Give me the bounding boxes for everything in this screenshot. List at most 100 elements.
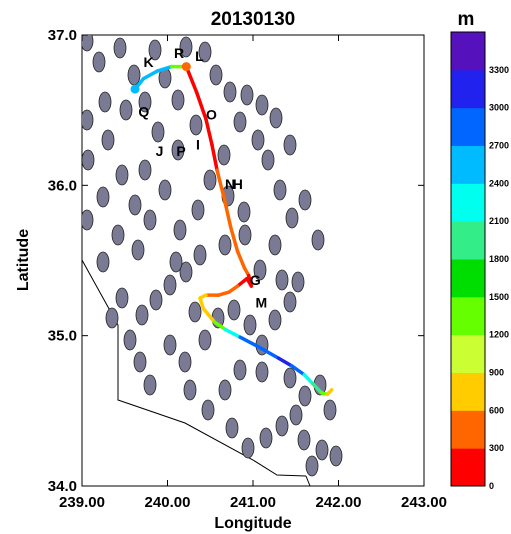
storm-cell-marker [243, 314, 257, 336]
storm-cell-marker [269, 107, 283, 129]
storm-cell-marker [223, 81, 237, 103]
colorbar-band [451, 183, 485, 222]
waypoint-label-h: H [233, 176, 243, 192]
storm-cell-marker [237, 201, 251, 223]
storm-cell-marker [315, 439, 329, 461]
storm-cell-marker [183, 379, 197, 401]
waypoint-label-k: K [144, 54, 154, 70]
storm-cell-marker [241, 437, 255, 459]
colorbar-band [451, 448, 485, 487]
storm-cell-marker [275, 269, 289, 291]
storm-cell-marker [297, 429, 311, 451]
x-axis-label: Longitude [214, 515, 291, 532]
storm-cell-marker [198, 329, 212, 351]
coastline [81, 259, 307, 477]
track-point-marker [130, 84, 140, 94]
colorbar-band [451, 32, 485, 71]
storm-cell-marker [255, 361, 269, 383]
colorbar-band [451, 221, 485, 260]
waypoint-label-g: G [250, 272, 261, 288]
colorbar-tick-label: 2700 [489, 141, 509, 151]
storm-cell-marker [82, 35, 94, 52]
colorbar-tick-label: 300 [489, 443, 504, 453]
storm-cell-marker [113, 37, 127, 59]
flight-track-segment [276, 356, 294, 368]
x-tick-label: 239.00 [59, 494, 105, 511]
storm-cell-marker [178, 351, 192, 373]
storm-cell-marker [179, 36, 193, 58]
state-boundary [305, 475, 311, 487]
track-point-marker [181, 62, 191, 72]
colorbar-tick-label: 2400 [489, 178, 509, 188]
colorbar-band [451, 69, 485, 109]
storm-cell-marker [135, 304, 149, 326]
flight-track-segment [217, 290, 231, 297]
storm-cell-marker [96, 251, 110, 273]
flight-track-segment [204, 117, 214, 147]
flight-track-segment [311, 382, 324, 395]
storm-cell-marker [138, 159, 152, 181]
y-axis-ticks: 34.0 35.0 36.0 37.0 [48, 27, 424, 495]
storm-cell-marker [283, 291, 297, 313]
flight-track-segment [215, 168, 226, 200]
y-tick-label: 36.0 [48, 177, 77, 194]
storm-cell-marker [188, 301, 202, 323]
flight-track-segment [235, 276, 249, 288]
storm-cell-marker [259, 427, 273, 449]
storm-cell-marker [311, 229, 325, 251]
storm-cell-marker [115, 164, 129, 186]
storm-cell-marker [111, 224, 125, 246]
flight-track-segment [184, 64, 199, 94]
flight-track-segment [235, 249, 247, 270]
storm-cell-marker [201, 399, 215, 421]
storm-cell-marker [92, 51, 106, 73]
storm-cell-marker [217, 144, 231, 166]
storm-cell-marker [285, 207, 299, 229]
colorbar-frame [450, 31, 486, 487]
y-tick-label: 35.0 [48, 328, 77, 345]
storm-cell-marker [283, 367, 297, 389]
storm-cell-marker [238, 224, 252, 246]
storm-cell-marker [171, 89, 185, 111]
colorbar-band [451, 372, 485, 411]
storm-cell-marker [218, 234, 232, 256]
flight-track-segment [223, 327, 242, 339]
storm-cell-marker [123, 329, 137, 351]
storm-cells [82, 35, 343, 477]
storm-cell-marker [98, 91, 112, 113]
storm-cell-marker [261, 149, 275, 171]
storm-cell-marker [82, 209, 94, 231]
storm-cell-marker [158, 179, 172, 201]
plot-area [81, 34, 425, 487]
storm-cell-marker [163, 274, 177, 296]
flight-track-segment [255, 344, 281, 360]
colorbar-band [451, 296, 485, 336]
storm-cell-marker [151, 121, 165, 143]
flight-track-segment [238, 335, 260, 348]
flight-track-segment [155, 64, 174, 73]
flight-track-segment [210, 142, 219, 173]
storm-cell-marker [233, 111, 247, 133]
colorbar-unit: m [458, 9, 475, 30]
waypoint-label-o: O [206, 107, 217, 123]
storm-cell-marker [251, 129, 265, 151]
waypoints: K R L Q O J P I NH GM [130, 45, 267, 311]
storm-cell-marker [148, 39, 162, 61]
storm-cell-marker [138, 91, 152, 113]
storm-cell-marker [173, 219, 187, 241]
storm-cell-marker [105, 307, 119, 329]
x-tick-label: 243.00 [401, 494, 447, 511]
flight-track-segment [325, 388, 334, 397]
colorbar-band [451, 410, 485, 449]
colorbar-band [451, 259, 485, 298]
storm-cell-marker [255, 94, 269, 116]
waypoint-label-l: L [195, 48, 204, 64]
storm-cell-marker [227, 299, 241, 321]
storm-cell-marker [191, 199, 205, 221]
colorbar-tick-label: 3300 [489, 65, 509, 75]
y-tick-label: 34.0 [48, 478, 77, 495]
colorbar: 0 300 600 900 1200 1500 1800 2100 2400 2700 3000 33… [450, 31, 509, 491]
y-tick-label: 37.0 [48, 27, 77, 44]
storm-cell-marker [253, 259, 267, 281]
